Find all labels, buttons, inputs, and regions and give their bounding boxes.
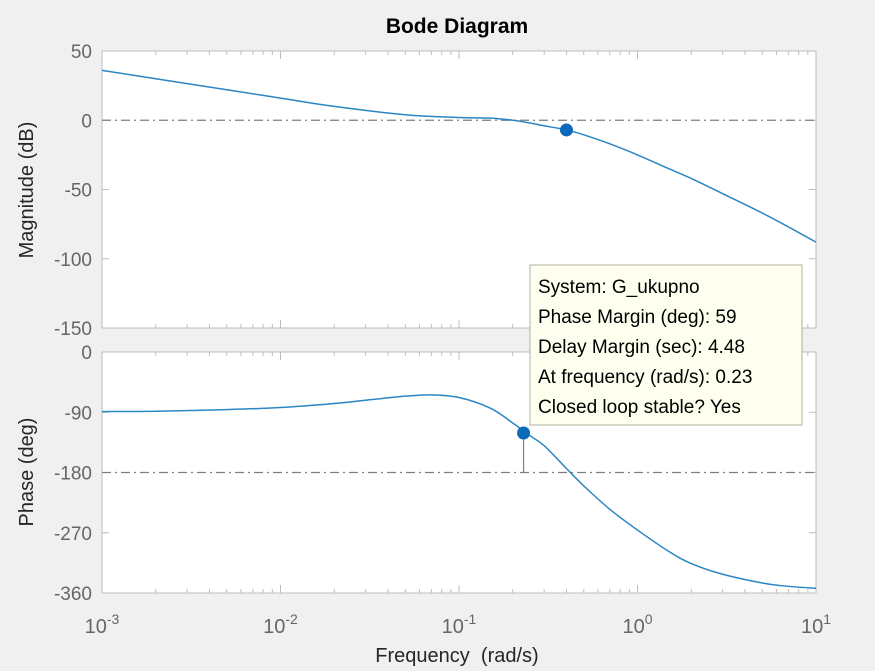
y-tick-label: -100	[54, 250, 92, 271]
x-tick-labels: 10-3 10-2 10-1 100 101	[85, 611, 832, 638]
y-tick-label: -360	[54, 584, 92, 605]
datatip-line: Delay Margin (sec): 4.48	[538, 337, 745, 358]
y-tick-label: 0	[81, 111, 92, 132]
phase-curve[interactable]	[101, 394, 817, 590]
x-tick-label: 100	[622, 611, 652, 638]
datatip-line: Closed loop stable? Yes	[538, 397, 741, 418]
x-tick-label: 10-1	[442, 611, 477, 638]
y-tick-label: 0	[81, 343, 92, 364]
magnitude-axis-label: Magnitude (dB)	[16, 122, 38, 259]
y-tick-label: -270	[54, 524, 92, 545]
y-tick-label: -150	[54, 319, 92, 340]
datatip[interactable]: System: G_ukupno Phase Margin (deg): 59 …	[529, 264, 803, 426]
y-tick-label: -50	[65, 181, 92, 202]
chart-title: Bode Diagram	[386, 15, 528, 38]
x-tick-label: 10-3	[85, 611, 120, 638]
magnitude-curve[interactable]	[101, 69, 817, 243]
x-tick-label: 101	[801, 611, 831, 638]
y-tick-label: -180	[54, 464, 92, 485]
y-tick-label: -90	[65, 403, 92, 424]
phase-ticks: 0 -90 -180 -270 -360	[54, 343, 817, 605]
datatip-line: At frequency (rad/s): 0.23	[538, 367, 752, 388]
x-axis-label: Frequency (rad/s)	[375, 645, 538, 667]
phase-margin-marker[interactable]	[517, 426, 531, 440]
x-tick-label: 10-2	[263, 611, 298, 638]
datatip-box	[529, 264, 803, 426]
phase-axis-label: Phase (deg)	[16, 418, 38, 527]
datatip-line: Phase Margin (deg): 59	[538, 307, 737, 328]
y-tick-label: 50	[71, 42, 92, 63]
datatip-line: System: G_ukupno	[538, 277, 700, 298]
gain-crossover-marker[interactable]	[559, 123, 573, 137]
